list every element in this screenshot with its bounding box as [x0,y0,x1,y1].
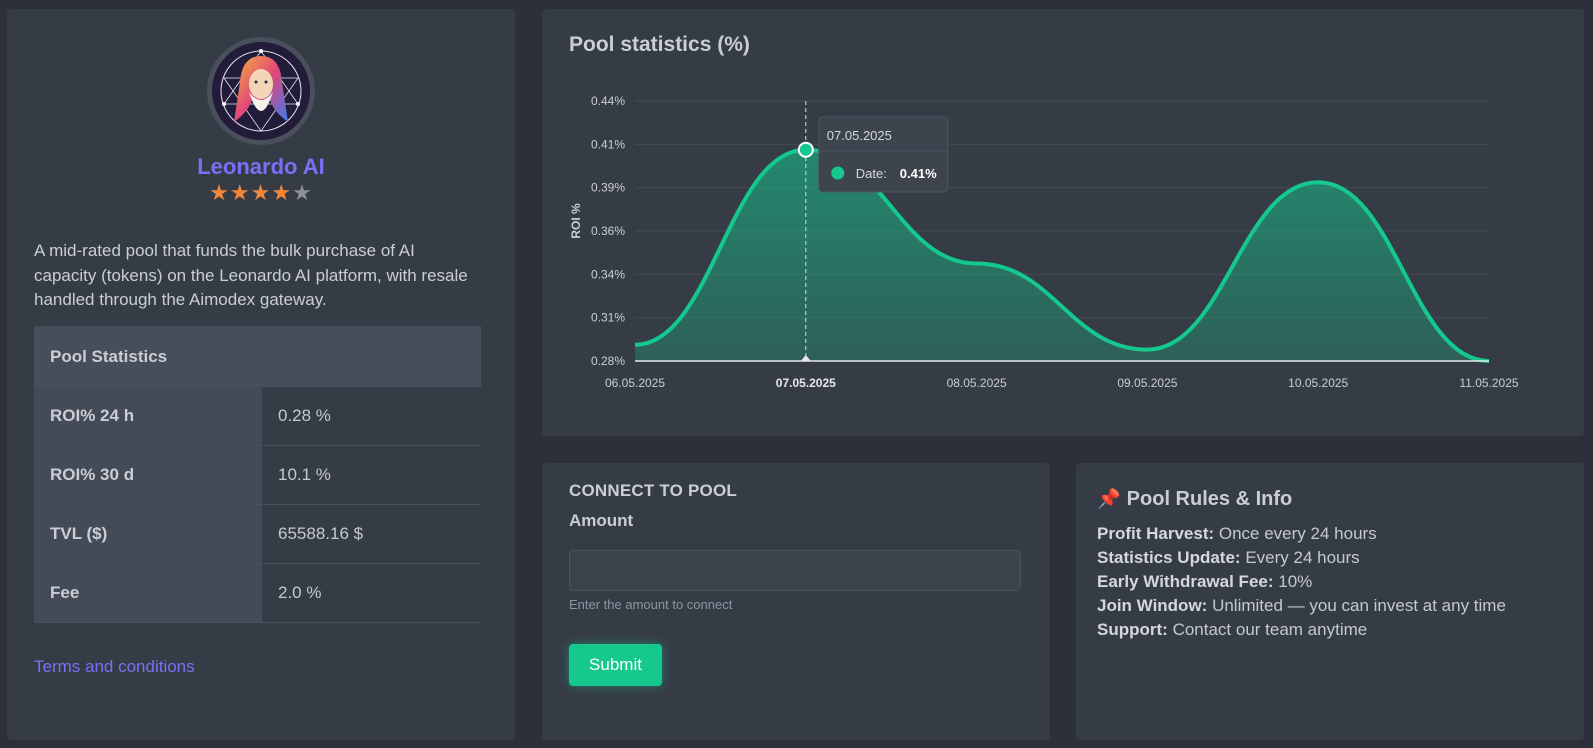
y-tick-label: 0.39% [591,181,625,195]
chart-title: Pool statistics (%) [569,33,750,56]
list-item: Statistics Update: Every 24 hours [1097,546,1577,570]
table-row: ROI% 30 d 10.1 % [34,446,481,505]
table-row: ROI% 24 h 0.28 % [34,387,481,446]
connect-title: CONNECT TO POOL [569,481,737,500]
y-tick-label: 0.28% [591,354,625,368]
stat-label-tvl: TVL ($) [34,505,262,563]
crosshair-marker [800,355,811,361]
rule-value: Contact our team anytime [1172,620,1368,639]
series-area [635,149,1489,361]
rule-label: Join Window: [1097,596,1208,615]
list-item: Early Withdrawal Fee: 10% [1097,570,1577,594]
tooltip-title: 07.05.2025 [827,128,892,143]
stat-value-fee: 2.0 % [278,583,322,602]
pushpin-icon: 📌 [1097,489,1121,510]
y-tick-label: 0.44% [591,94,625,108]
highlighted-point [797,141,814,158]
stat-value-tvl: 65588.16 $ [278,524,364,543]
y-axis-title: ROI % [569,203,583,239]
star-filled-icon: ★ [271,181,293,206]
pool-statistics-table: Pool Statistics ROI% 24 h 0.28 % ROI% 30… [34,326,481,623]
series-line [634,147,1490,363]
roi-area-chart[interactable]: 0.44% 0.41% 0.39% 0.36% 0.34% 0.31% 0.28% 06.05… [542,9,1584,436]
list-item: Profit Harvest: Once every 24 hours [1097,522,1577,546]
rules-heading: 📌 Pool Rules & Info [1097,487,1292,511]
connect-to-pool-card: CONNECT TO POOL Amount Enter the amount … [542,463,1050,740]
tooltip-series-dot [831,166,845,180]
list-item: Join Window: Unlimited — you can invest … [1097,594,1577,618]
y-tick-label: 0.31% [591,311,625,325]
x-tick-label: 08.05.2025 [947,376,1007,390]
y-tick-label: 0.34% [591,267,625,281]
x-tick-label: 09.05.2025 [1117,376,1177,390]
rule-label: Early Withdrawal Fee: [1097,572,1274,591]
star-filled-icon: ★ [229,181,251,206]
x-tick-label: 11.05.2025 [1459,376,1518,390]
star-filled-icon: ★ [209,181,230,206]
stat-label-roi-24h: ROI% 24 h [34,387,262,445]
leonardo-portrait-icon [212,42,310,140]
pool-statistics-chart-card: Pool statistics (%) 0.44% 0.41% 0.39% 0.36%… [542,9,1584,436]
amount-help-text: Enter the amount to connect [569,597,733,612]
rule-value: Every 24 hours [1245,548,1360,567]
star-empty-icon: ★ [292,181,313,206]
rules-title: Pool Rules & Info [1126,488,1293,510]
stat-label-fee: Fee [34,564,262,622]
tooltip-label: Date: [856,166,887,181]
submit-button[interactable]: Submit [569,644,662,686]
star-filled-icon: ★ [250,181,272,206]
rule-label: Statistics Update: [1097,548,1241,567]
table-row: Fee 2.0 % [34,564,481,623]
tooltip-value: 0.41% [900,166,937,181]
pool-rules-card: 📌 Pool Rules & Info Profit Harvest: Once … [1076,463,1584,740]
table-row: TVL ($) 65588.16 $ [34,505,481,564]
rule-value: Once every 24 hours [1218,524,1377,543]
y-tick-label: 0.41% [591,137,625,151]
tooltip-box [818,116,949,193]
pool-avatar [207,37,315,145]
rules-list: Profit Harvest: Once every 24 hours Stat… [1097,522,1577,642]
pool-description: A mid-rated pool that funds the bulk pur… [34,241,468,309]
x-tick-label: 06.05.2025 [605,376,665,390]
x-tick-label: 10.05.2025 [1288,376,1348,390]
x-tick-label: 07.05.2025 [776,376,836,390]
list-item: Support: Contact our team anytime [1097,618,1577,642]
pool-statistics-header: Pool Statistics [34,326,481,387]
amount-input[interactable] [569,550,1021,591]
pool-name: Leonardo AI [197,154,325,179]
star-rating: ★★★★★ [7,181,515,206]
pool-profile-card: Leonardo AI ★★★★★ A mid-rated pool that … [7,9,515,740]
amount-label: Amount [569,511,634,530]
stat-value-roi-30d: 10.1 % [278,465,331,484]
stat-value-roi-24h: 0.28 % [278,406,331,425]
rule-value: 10% [1278,572,1313,591]
rule-value: Unlimited — you can invest at any time [1212,596,1506,615]
stat-label-roi-30d: ROI% 30 d [34,446,262,504]
terms-and-conditions-link[interactable]: Terms and conditions [34,657,195,676]
y-tick-label: 0.36% [591,224,625,238]
rule-label: Profit Harvest: [1097,524,1215,543]
rule-label: Support: [1097,620,1168,639]
